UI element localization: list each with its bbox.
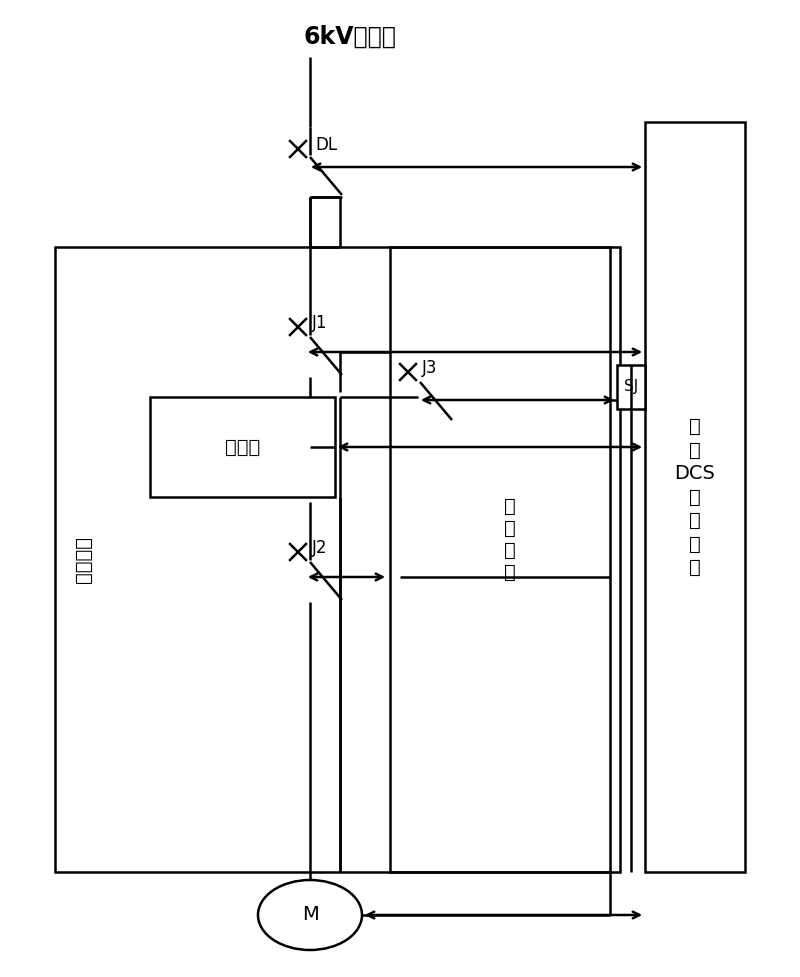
Text: 锅
炉
DCS
控
制
系
统: 锅 炉 DCS 控 制 系 统 [674, 417, 715, 577]
Bar [645, 122, 745, 872]
Text: 工
频
回
路: 工 频 回 路 [504, 497, 516, 582]
Text: M: M [302, 906, 318, 924]
Text: 变频器: 变频器 [225, 438, 260, 456]
Bar [55, 247, 620, 872]
Text: SJ: SJ [624, 379, 638, 395]
Text: 6kV变电所: 6kV变电所 [303, 25, 397, 49]
Bar [150, 397, 335, 497]
Text: J2: J2 [312, 539, 327, 557]
Bar [390, 247, 610, 872]
Ellipse shape [258, 880, 362, 950]
Text: DL: DL [315, 136, 337, 154]
Text: 变频回路: 变频回路 [74, 536, 93, 583]
Text: J1: J1 [312, 314, 327, 332]
Bar [617, 365, 645, 409]
Text: J3: J3 [422, 359, 438, 377]
